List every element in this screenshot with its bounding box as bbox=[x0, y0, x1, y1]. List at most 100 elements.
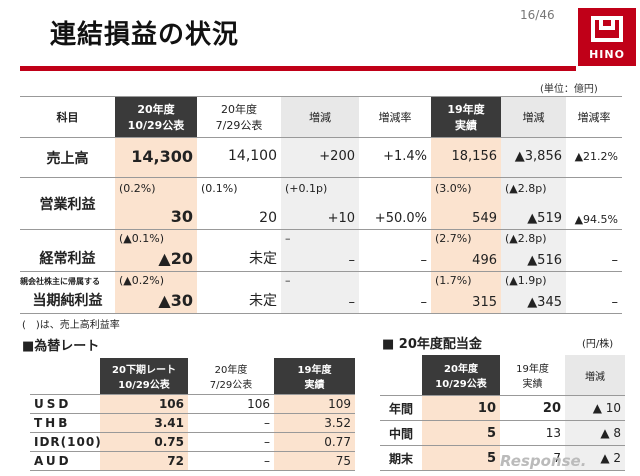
dividend-label: 中間 bbox=[380, 420, 422, 446]
cell-value: 0.77 bbox=[274, 432, 355, 452]
fx-section-title: ■為替レート bbox=[22, 339, 100, 354]
currency-label: THB bbox=[30, 413, 100, 433]
cell-subvalue: (0.1%) bbox=[201, 182, 238, 195]
cell-value: ▲ 8 bbox=[565, 420, 625, 446]
cell-value: 13 bbox=[500, 420, 565, 446]
dividend-header-diff: 増減 bbox=[565, 355, 625, 396]
table-row: 中間 5 13 ▲ 8 bbox=[380, 420, 625, 446]
brand-name: HINO bbox=[589, 48, 625, 61]
cell-value: (0.1%) 20 bbox=[197, 177, 281, 230]
cell-subvalue: – bbox=[285, 274, 291, 287]
header-previous: 20年度 7/29公表 bbox=[197, 96, 281, 138]
cell-value: (▲1.9p) ▲345 bbox=[501, 271, 566, 314]
table-row: USD 106 106 109 bbox=[30, 394, 355, 414]
cell-value: (▲0.1%) ▲20 bbox=[115, 229, 197, 272]
unit-label: (単位：億円) bbox=[540, 84, 598, 95]
cell-subvalue: (1.7%) bbox=[435, 274, 472, 287]
cell-value: ▲3,856 bbox=[501, 137, 566, 178]
fx-header-previous: 20年度 7/29公表 bbox=[188, 358, 274, 395]
dividend-header-blank bbox=[380, 355, 422, 396]
cell-subvalue: (▲2.8p) bbox=[505, 232, 547, 245]
cell-value: 18,156 bbox=[431, 137, 501, 178]
cell-value: 5 bbox=[422, 445, 500, 471]
currency-label: USD bbox=[30, 394, 100, 414]
cell-value: 72 bbox=[100, 451, 188, 471]
cell-value: 14,300 bbox=[115, 137, 197, 178]
cell-value: 0.75 bbox=[100, 432, 188, 452]
cell-value: 7 bbox=[500, 445, 565, 471]
row-label: 売上高 bbox=[20, 137, 115, 178]
cell-value: – bbox=[566, 229, 622, 272]
cell-value: – bbox=[188, 413, 274, 433]
cell-value: +50.0% bbox=[359, 177, 431, 230]
cell-value: (3.0%) 549 bbox=[431, 177, 501, 230]
table-row: 経常利益 (▲0.1%) ▲20 未定 – – – (2.7%) 496 (▲2.8p… bbox=[20, 229, 622, 272]
row-label: 親会社株主に帰属する 当期純利益 bbox=[20, 271, 115, 314]
fx-header-blank bbox=[30, 358, 100, 395]
cell-value: 14,100 bbox=[197, 137, 281, 178]
cell-value: – bbox=[359, 229, 431, 272]
dividend-section-title: ■ 20年度配当金 bbox=[382, 337, 482, 352]
cell-value: – bbox=[188, 451, 274, 471]
cell-value: – bbox=[566, 271, 622, 314]
cell-value: (2.7%) 496 bbox=[431, 229, 501, 272]
income-table: 科目 20年度 10/29公表 20年度 7/29公表 増減 増減率 19年度 … bbox=[20, 96, 622, 314]
dividend-table: 20年度 10/29公表 19年度 実績 増減 年間 10 20 ▲ 10 中間 5 13… bbox=[380, 355, 625, 471]
fx-header-current: 20下期レート 10/29公表 bbox=[100, 358, 188, 395]
cell-value: (▲2.8p) ▲516 bbox=[501, 229, 566, 272]
table-row: 期末 5 7 ▲ 2 bbox=[380, 445, 625, 471]
cell-value: 106 bbox=[100, 394, 188, 414]
cell-subvalue: (▲0.1%) bbox=[119, 232, 164, 245]
cell-subvalue: (▲0.2%) bbox=[119, 274, 164, 287]
cell-value: 未定 bbox=[197, 229, 281, 272]
cell-value: 20 bbox=[500, 395, 565, 421]
cell-value: (▲0.2%) ▲30 bbox=[115, 271, 197, 314]
header-rate: 増減率 bbox=[359, 96, 431, 138]
cell-value: 3.41 bbox=[100, 413, 188, 433]
row-label-prefix: 親会社株主に帰属する bbox=[20, 277, 100, 286]
table-row: IDR(100) 0.75–0.77 bbox=[30, 432, 355, 452]
table-row: AUD 72–75 bbox=[30, 451, 355, 471]
cell-value: 109 bbox=[274, 394, 355, 414]
cell-value: 75 bbox=[274, 451, 355, 471]
cell-value: (0.2%) 30 bbox=[115, 177, 197, 230]
cell-value: ▲94.5% bbox=[566, 177, 622, 230]
cell-value: (+0.1p) +10 bbox=[281, 177, 359, 230]
cell-subvalue: – bbox=[285, 232, 291, 245]
watermark: Response. bbox=[500, 452, 587, 470]
cell-subvalue: (0.2%) bbox=[119, 182, 156, 195]
header-item: 科目 bbox=[20, 96, 115, 138]
cell-subvalue: (▲2.8p) bbox=[505, 182, 547, 195]
cell-subvalue: (3.0%) bbox=[435, 182, 472, 195]
table-row: 営業利益 (0.2%) 30 (0.1%) 20 (+0.1p) +10 +50.0%… bbox=[20, 177, 622, 230]
cell-value: 10 bbox=[422, 395, 500, 421]
hino-logo: HINO bbox=[578, 8, 636, 66]
page-title: 連結損益の状況 bbox=[50, 20, 240, 50]
cell-value: (▲2.8p) ▲519 bbox=[501, 177, 566, 230]
cell-subvalue: (+0.1p) bbox=[285, 182, 328, 195]
cell-value: – bbox=[359, 271, 431, 314]
cell-value: 5 bbox=[422, 420, 500, 446]
cell-value: – – bbox=[281, 229, 359, 272]
table-row: 売上高 14,300 14,100 +200 +1.4% 18,156 ▲3,8… bbox=[20, 137, 622, 178]
currency-label: IDR(100) bbox=[30, 432, 101, 452]
fx-table: 20下期レート 10/29公表 20年度 7/29公表 19年度 実績 USD 1… bbox=[30, 358, 355, 471]
cell-value: +200 bbox=[281, 137, 359, 178]
cell-value: ▲21.2% bbox=[566, 137, 622, 178]
table-row: 年間 10 20 ▲ 10 bbox=[380, 395, 625, 421]
dividend-unit: (円/株) bbox=[582, 339, 614, 350]
cell-value: +1.4% bbox=[359, 137, 431, 178]
header-diff: 増減 bbox=[281, 96, 359, 138]
cell-value: – – bbox=[281, 271, 359, 314]
header-diff2: 増減 bbox=[501, 96, 566, 138]
cell-value: 106 bbox=[188, 394, 274, 414]
dividend-label: 期末 bbox=[380, 445, 422, 471]
cell-value: ▲ 2 bbox=[565, 445, 625, 471]
table-row: 親会社株主に帰属する 当期純利益 (▲0.2%) ▲30 未定 – – – (1.7%… bbox=[20, 271, 622, 314]
fx-header-fy19: 19年度 実績 bbox=[274, 358, 355, 395]
cell-value: (1.7%) 315 bbox=[431, 271, 501, 314]
dividend-header-fy19: 19年度 実績 bbox=[500, 355, 565, 396]
dividend-header-current: 20年度 10/29公表 bbox=[422, 355, 500, 396]
header-fy19: 19年度 実績 bbox=[431, 96, 501, 138]
cell-value: 未定 bbox=[197, 271, 281, 314]
